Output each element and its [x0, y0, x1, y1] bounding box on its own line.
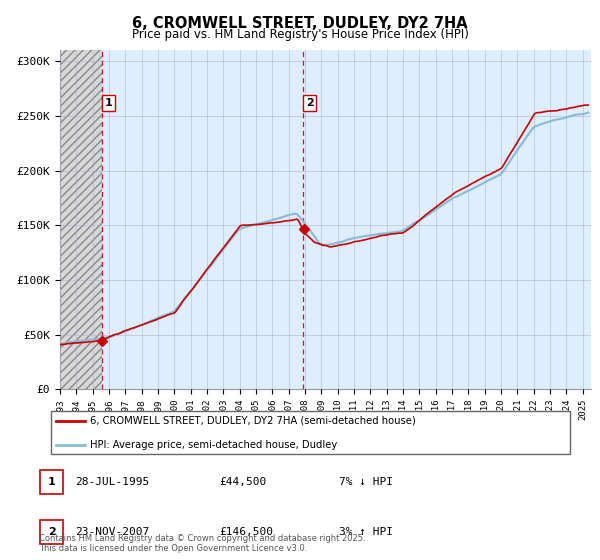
FancyBboxPatch shape [40, 470, 63, 494]
Text: 1: 1 [48, 477, 55, 487]
FancyBboxPatch shape [40, 520, 63, 544]
Text: 23-NOV-2007: 23-NOV-2007 [75, 528, 149, 537]
Text: £146,500: £146,500 [219, 528, 273, 537]
Text: HPI: Average price, semi-detached house, Dudley: HPI: Average price, semi-detached house,… [90, 440, 337, 450]
FancyBboxPatch shape [50, 410, 571, 455]
Text: 28-JUL-1995: 28-JUL-1995 [75, 477, 149, 487]
Text: 2: 2 [306, 98, 314, 108]
Text: 1: 1 [104, 98, 112, 108]
Bar [60, 50, 102, 389]
Text: Contains HM Land Registry data © Crown copyright and database right 2025.
This d: Contains HM Land Registry data © Crown c… [39, 534, 365, 553]
Text: Price paid vs. HM Land Registry's House Price Index (HPI): Price paid vs. HM Land Registry's House … [131, 28, 469, 41]
Text: 7% ↓ HPI: 7% ↓ HPI [339, 477, 393, 487]
Text: £44,500: £44,500 [219, 477, 266, 487]
Text: 6, CROMWELL STREET, DUDLEY, DY2 7HA (semi-detached house): 6, CROMWELL STREET, DUDLEY, DY2 7HA (sem… [90, 416, 416, 426]
Text: 6, CROMWELL STREET, DUDLEY, DY2 7HA: 6, CROMWELL STREET, DUDLEY, DY2 7HA [132, 16, 468, 31]
Text: 3% ↑ HPI: 3% ↑ HPI [339, 528, 393, 537]
Text: 2: 2 [48, 528, 55, 537]
